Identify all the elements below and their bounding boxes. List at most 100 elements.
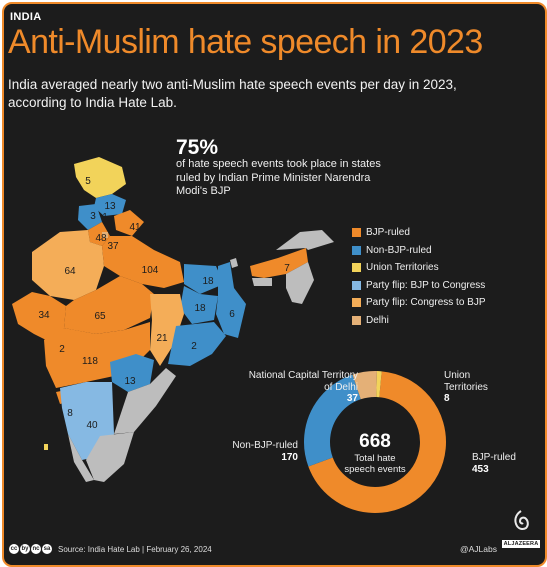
map-label-jammu-kashmir: 5 xyxy=(85,176,91,187)
map-region-kerala xyxy=(68,434,94,482)
legend-swatch xyxy=(352,280,361,290)
map-label-maharashtra-goa: 2 xyxy=(59,344,65,355)
map-region-tamil-nadu xyxy=(86,432,134,482)
legend-swatch xyxy=(352,228,361,238)
map-region-himachal xyxy=(94,194,126,216)
map-region-lakshadweep xyxy=(44,444,48,450)
legend-swatch xyxy=(352,298,361,308)
map-region-assam xyxy=(250,248,308,278)
donut-segment-union-territories xyxy=(304,371,446,513)
legend-swatch xyxy=(352,315,361,325)
aljazeera-emblem-icon xyxy=(514,510,529,531)
stat-value: 75% xyxy=(176,136,219,159)
ajlabs-credit: @AJLabs xyxy=(460,544,497,554)
map-legend: BJP-ruled Non-BJP-ruled Union Territories P… xyxy=(352,224,486,329)
map-label-delhi: 37 xyxy=(107,241,119,252)
callout-union: Union Territories 8 xyxy=(444,370,514,405)
callout-bjp-label: BJP-ruled xyxy=(472,452,516,463)
cc-badge: cc xyxy=(9,544,19,554)
map-region-sikkim xyxy=(230,258,238,268)
page-title: Anti-Muslim hate speech in 2023 xyxy=(8,23,483,61)
aljazeera-logo: ALJAZEERA xyxy=(502,509,540,548)
legend-label: Union Territories xyxy=(366,262,439,274)
map-region-west-bengal xyxy=(216,262,246,338)
callout-non-bjp-value: 170 xyxy=(281,451,298,463)
legend-item: Non-BJP-ruled xyxy=(352,242,486,260)
callout-union-label: Union Territories xyxy=(444,370,488,393)
map-region-bihar xyxy=(184,264,224,294)
cc-badge: nc xyxy=(31,544,41,554)
callout-delhi-label: National Capital Territory of Delhi xyxy=(248,370,358,393)
map-region-chhattisgarh xyxy=(150,294,184,366)
donut-total-value: 668 xyxy=(359,431,391,452)
callout-union-value: 8 xyxy=(444,393,450,404)
legend-swatch xyxy=(352,263,361,273)
map-label-himachal: 13 xyxy=(104,201,116,212)
legend-label: BJP-ruled xyxy=(366,227,410,239)
map-label-haryana: 1 xyxy=(102,212,108,223)
map-label-punjab: 3 xyxy=(90,211,96,222)
map-label-gujarat: 34 xyxy=(38,310,50,321)
legend-item: Union Territories xyxy=(352,259,486,277)
legend-label: Non-BJP-ruled xyxy=(366,244,432,256)
map-label-jharkhand: 18 xyxy=(194,303,206,314)
map-label-karnataka: 40 xyxy=(86,420,98,431)
footer-source: cc by nc sa Source: India Hate Lab | Februa… xyxy=(9,544,212,554)
map-label-telangana: 13 xyxy=(124,376,136,387)
map-region-maharashtra xyxy=(44,322,150,388)
aljazeera-wordmark: ALJAZEERA xyxy=(502,540,540,548)
map-label-chhattisgarh: 21 xyxy=(156,333,168,344)
map-region-jharkhand xyxy=(180,286,218,324)
legend-item: Party flip: Congress to BJP xyxy=(352,294,486,312)
map-region-jammu-kashmir xyxy=(74,157,126,198)
india-map: 5 13 3 1 41 48 37 64 104 18 7 18 6 34 65… xyxy=(12,157,334,482)
map-label-goa: 8 xyxy=(67,408,73,419)
map-region-uttarakhand xyxy=(114,210,144,236)
map-label-assam: 7 xyxy=(284,263,290,274)
legend-swatch xyxy=(352,245,361,255)
callout-non-bjp: Non-BJP-ruled 170 xyxy=(218,440,298,463)
cc-badge: sa xyxy=(42,544,52,554)
callout-delhi-value: 37 xyxy=(346,393,358,404)
region-tag: INDIA xyxy=(10,11,42,23)
map-label-madhya-pradesh: 65 xyxy=(94,311,106,322)
map-label-bihar: 18 xyxy=(202,276,214,287)
donut-total-label: Total hate speech events xyxy=(344,453,406,475)
stat-text: of hate speech events took place in stat… xyxy=(176,158,381,197)
callout-non-bjp-label: Non-BJP-ruled xyxy=(232,440,298,451)
map-region-arunachal xyxy=(276,230,334,250)
map-region-andhra-pradesh xyxy=(114,368,176,434)
map-region-northeast-others xyxy=(286,262,314,304)
legend-label: Party flip: Congress to BJP xyxy=(366,297,486,309)
map-region-uttar-pradesh xyxy=(102,236,184,288)
page-subtitle: India averaged nearly two anti-Muslim ha… xyxy=(8,77,457,110)
donut-chart: 668 Total hate speech events xyxy=(304,371,446,513)
map-region-delhi xyxy=(102,232,108,238)
map-region-haryana xyxy=(88,222,110,246)
source-text: Source: India Hate Lab | February 26, 20… xyxy=(58,544,212,554)
map-label-rajasthan: 64 xyxy=(64,266,76,277)
cc-badge: by xyxy=(20,544,30,554)
map-region-madhya-pradesh xyxy=(64,276,154,334)
map-label-uttar-pradesh: 104 xyxy=(142,265,159,276)
map-region-meghalaya xyxy=(252,278,272,286)
map-label-odisha: 2 xyxy=(191,341,197,352)
map-region-telangana xyxy=(110,354,154,392)
map-label-haryana-count: 48 xyxy=(95,233,107,244)
map-region-odisha xyxy=(168,322,226,366)
legend-label: Delhi xyxy=(366,314,389,326)
legend-item: Delhi xyxy=(352,312,486,330)
callout-delhi: National Capital Territory of Delhi 37 xyxy=(238,370,358,405)
map-label-west-bengal: 6 xyxy=(229,309,235,320)
legend-item: Party flip: BJP to Congress xyxy=(352,277,486,295)
callout-bjp-value: 453 xyxy=(472,463,489,475)
map-label-maharashtra: 118 xyxy=(82,356,98,367)
map-region-gujarat xyxy=(12,292,66,342)
map-region-punjab xyxy=(78,204,102,230)
donut-segment-non-bjp-ruled xyxy=(304,371,446,513)
map-region-rajasthan xyxy=(32,230,104,300)
legend-item: BJP-ruled xyxy=(352,224,486,242)
map-label-uttarakhand: 41 xyxy=(129,222,141,233)
legend-label: Party flip: BJP to Congress xyxy=(366,279,486,291)
